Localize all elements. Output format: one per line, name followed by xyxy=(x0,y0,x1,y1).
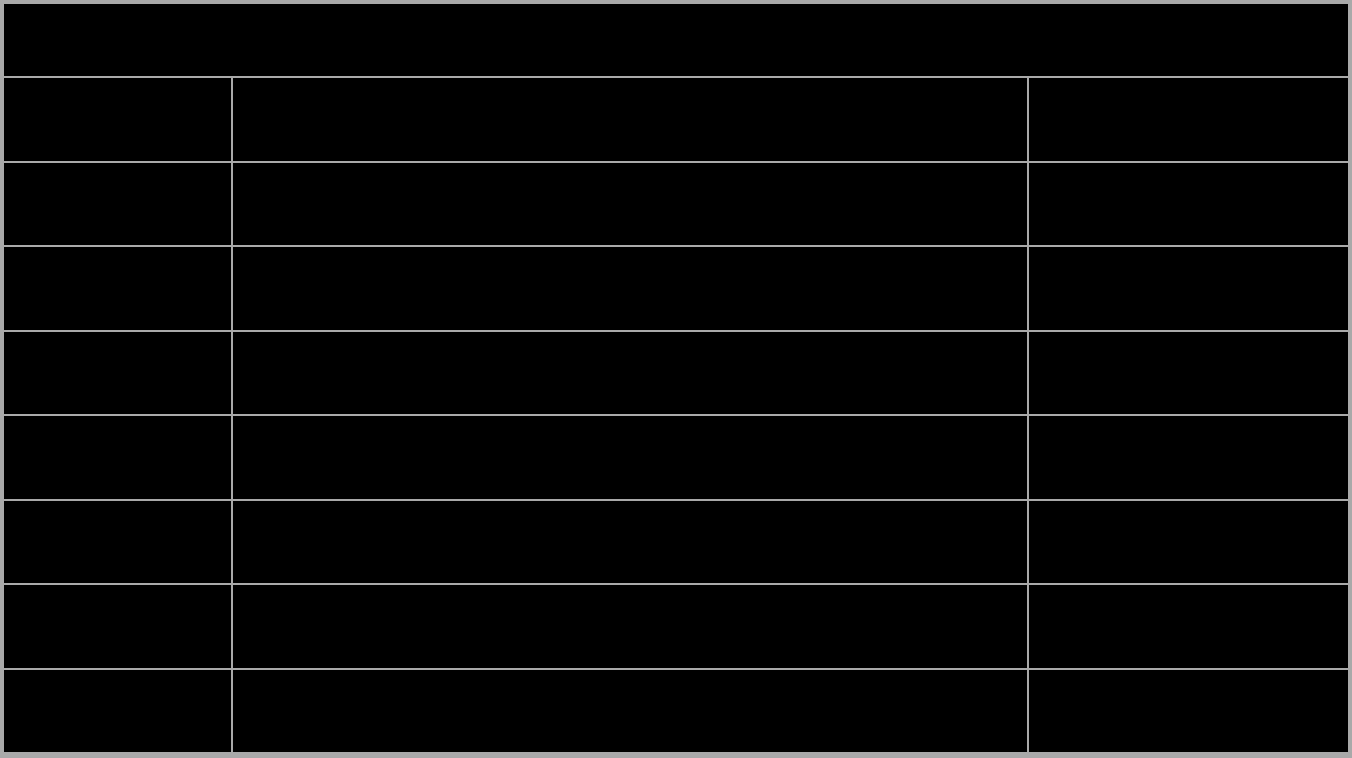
table-cell xyxy=(1026,160,1348,246)
table-cell xyxy=(4,329,232,415)
table-cell xyxy=(231,76,1028,162)
table-cell xyxy=(1026,414,1348,500)
table-cell xyxy=(4,498,232,584)
table-row xyxy=(4,498,1348,584)
table-row xyxy=(4,76,1348,162)
table-cell xyxy=(231,583,1028,669)
table-row xyxy=(4,414,1348,500)
table xyxy=(4,4,1348,754)
table-cell xyxy=(231,498,1028,584)
table-cell xyxy=(4,414,232,500)
table-cell xyxy=(4,160,232,246)
table-header-row xyxy=(4,4,1348,77)
table-cell xyxy=(1026,329,1348,415)
table-row xyxy=(4,245,1348,331)
table-cell xyxy=(4,76,232,162)
table-row xyxy=(4,667,1348,753)
table-cell xyxy=(1026,76,1348,162)
table-row xyxy=(4,160,1348,246)
table-row xyxy=(4,583,1348,669)
table-cell xyxy=(4,583,232,669)
table-cell xyxy=(1026,583,1348,669)
table-cell xyxy=(4,667,232,753)
table-cell xyxy=(231,160,1028,246)
table-header-cell xyxy=(4,4,1348,77)
table-footer-cell xyxy=(4,752,1348,754)
table-cell xyxy=(231,667,1028,753)
table-footer-row xyxy=(4,752,1348,754)
table-cell xyxy=(1026,498,1348,584)
table-row xyxy=(4,329,1348,415)
table-cell xyxy=(231,414,1028,500)
table-cell xyxy=(1026,245,1348,331)
table-cell xyxy=(231,245,1028,331)
table-cell xyxy=(231,329,1028,415)
table-cell xyxy=(1026,667,1348,753)
table-cell xyxy=(4,245,232,331)
